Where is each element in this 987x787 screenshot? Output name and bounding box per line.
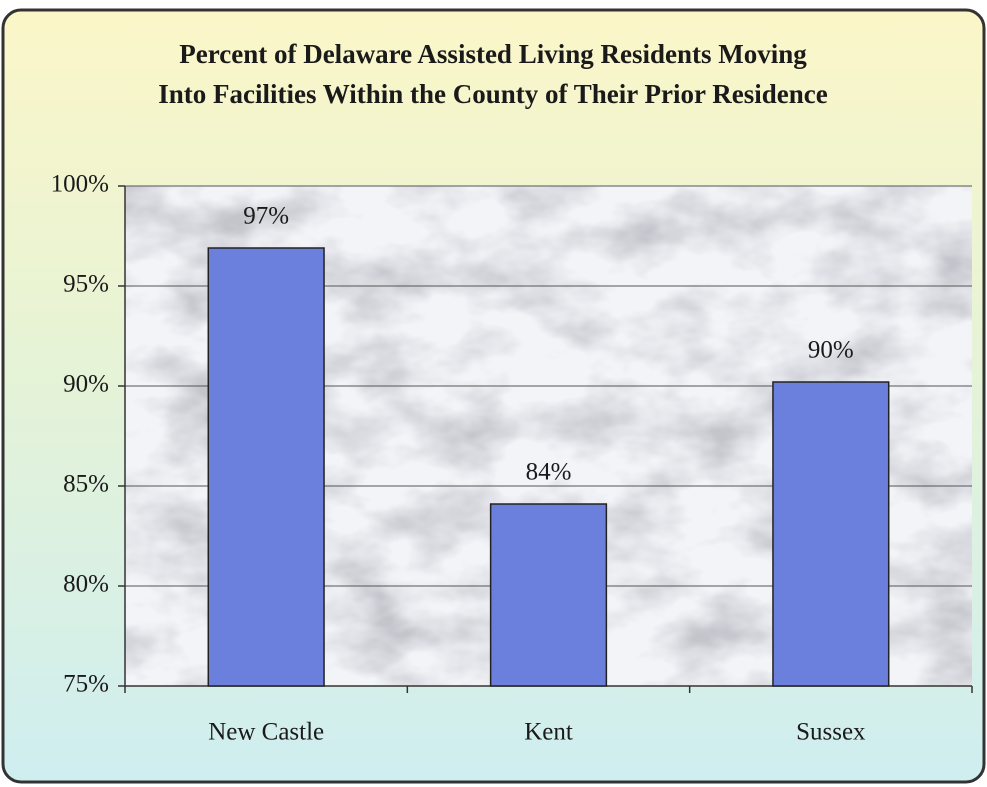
x-tick-label: New Castle: [208, 719, 324, 746]
y-tick-label: 85%: [63, 471, 109, 498]
y-tick-label: 95%: [63, 271, 109, 298]
chart-title: Percent of Delaware Assisted Living Resi…: [179, 39, 807, 69]
data-label: 84%: [526, 459, 572, 486]
x-tick-label: Sussex: [796, 719, 866, 746]
data-label: 90%: [808, 337, 854, 364]
bar: [489, 503, 608, 687]
chart-title: Into Facilities Within the County of The…: [158, 79, 828, 109]
y-tick-label: 100%: [51, 171, 109, 198]
data-label: 97%: [243, 203, 289, 230]
bar: [207, 247, 325, 687]
x-tick-label: Kent: [524, 719, 573, 746]
y-tick-label: 75%: [63, 671, 109, 698]
y-tick-label: 80%: [63, 571, 109, 598]
y-tick-label: 90%: [63, 371, 109, 398]
bar: [772, 381, 890, 687]
